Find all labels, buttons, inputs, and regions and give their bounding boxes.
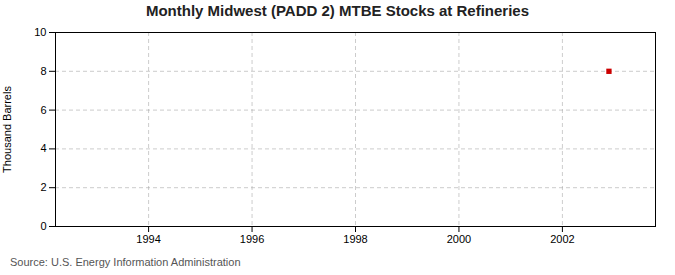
svg-text:Thousand Barrels: Thousand Barrels (1, 86, 13, 173)
svg-text:2002: 2002 (550, 233, 574, 245)
svg-text:2000: 2000 (447, 233, 471, 245)
html-text:Monthly Midwest (PADD 2) MTBE: Monthly Midwest (PADD 2) MTBE Stocks at … (145, 2, 529, 19)
svg-text:6: 6 (40, 104, 46, 116)
svg-text:0: 0 (40, 220, 46, 232)
svg-text:1998: 1998 (343, 233, 367, 245)
html-text:Source: U.S. Energy Informatio: Source: U.S. Energy Information Administ… (10, 256, 241, 268)
svg-text:1996: 1996 (240, 233, 264, 245)
svg-text:8: 8 (40, 65, 46, 77)
svg-text:1994: 1994 (136, 233, 160, 245)
svg-text:2: 2 (40, 181, 46, 193)
svg-text:10: 10 (34, 26, 46, 38)
svg-text:4: 4 (40, 142, 46, 154)
